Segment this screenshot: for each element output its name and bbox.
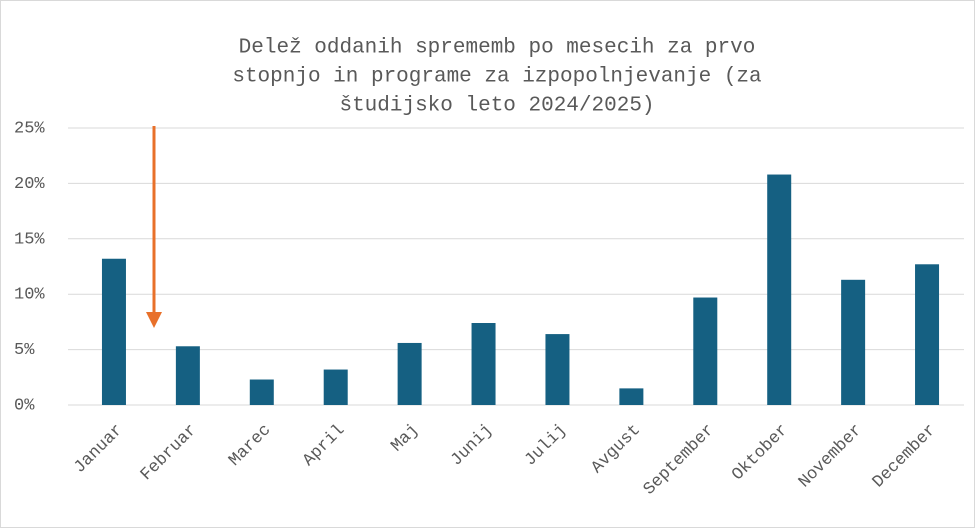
chart-title: Delež oddanih sprememb po mesecih za prv… xyxy=(239,37,756,60)
bar xyxy=(915,264,940,405)
y-tick-label: 10% xyxy=(14,286,45,305)
bar xyxy=(101,258,126,405)
chart-title: študijsko leto 2024/2025) xyxy=(339,95,654,118)
bar xyxy=(471,323,496,405)
bar xyxy=(767,174,792,405)
bar xyxy=(693,297,718,405)
y-tick-label: 20% xyxy=(14,175,45,194)
y-tick-label: 0% xyxy=(14,396,35,415)
bar xyxy=(249,379,274,405)
bar xyxy=(619,388,644,405)
chart-title: stopnjo in programe za izpopolnjevanje (… xyxy=(232,66,761,89)
y-tick-label: 15% xyxy=(14,230,45,249)
bar xyxy=(323,369,348,405)
bar xyxy=(397,342,422,405)
y-tick-label: 5% xyxy=(14,341,35,360)
y-tick-label: 25% xyxy=(14,119,45,138)
bar xyxy=(175,346,200,405)
bar xyxy=(545,334,570,405)
bar xyxy=(841,279,866,405)
annotation-arrowhead xyxy=(146,312,162,328)
